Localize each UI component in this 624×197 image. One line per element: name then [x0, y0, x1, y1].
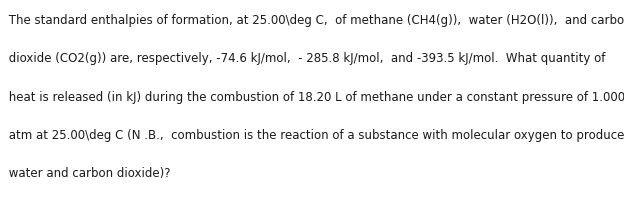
- Text: atm at 25.00\deg C (N .B.,  combustion is the reaction of a substance with molec: atm at 25.00\deg C (N .B., combustion is…: [5, 129, 624, 142]
- Text: heat is released (in kJ) during the combustion of 18.20 L of methane under a con: heat is released (in kJ) during the comb…: [5, 91, 624, 104]
- Text: dioxide (CO2(g)) are, respectively, -74.6 kJ/mol,  - 285.8 kJ/mol,  and -393.5 k: dioxide (CO2(g)) are, respectively, -74.…: [5, 52, 605, 65]
- Text: water and carbon dioxide)?: water and carbon dioxide)?: [5, 167, 170, 180]
- Text: The standard enthalpies of formation, at 25.00\deg C,  of methane (CH4(g)),  wat: The standard enthalpies of formation, at…: [5, 14, 624, 27]
